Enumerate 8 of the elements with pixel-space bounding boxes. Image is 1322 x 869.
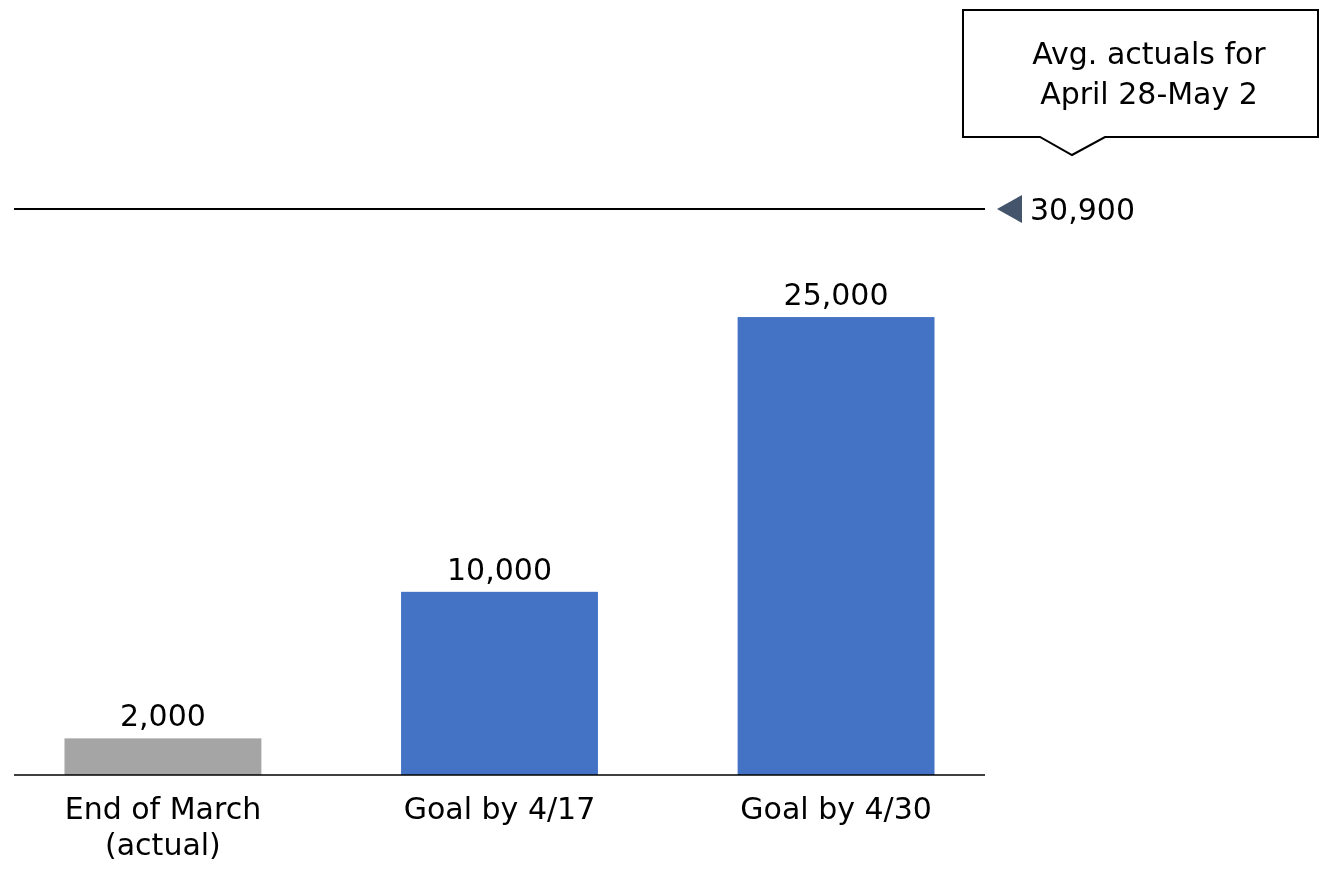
data-label: 25,000 [783, 277, 889, 313]
x-tick-label: Goal by 4/17 [403, 791, 596, 826]
text: Avg. actuals for April 28-May 2 [1032, 36, 1267, 111]
x-tick-label: Goal by 4/30 [740, 791, 932, 826]
x-tick-label: End of March (actual) [64, 791, 262, 862]
ref-line-label: 30,900 [1030, 192, 1135, 227]
data-label: 2,000 [119, 698, 206, 734]
data-label: 10,000 [447, 551, 552, 587]
